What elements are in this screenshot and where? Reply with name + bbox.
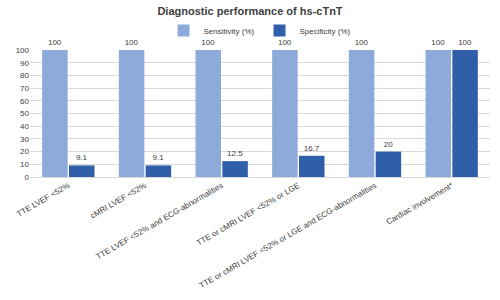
svg-text:100: 100 — [16, 46, 30, 55]
svg-text:20: 20 — [384, 140, 393, 149]
svg-text:100: 100 — [48, 38, 62, 47]
svg-text:50: 50 — [20, 109, 29, 118]
svg-text:16.7: 16.7 — [304, 144, 320, 153]
svg-text:40: 40 — [20, 122, 29, 131]
svg-text:10: 10 — [20, 160, 29, 169]
svg-text:90: 90 — [20, 59, 29, 68]
svg-text:60: 60 — [20, 97, 29, 106]
svg-text:TTE LVEF <52%: TTE LVEF <52% — [15, 181, 71, 219]
svg-text:70: 70 — [20, 84, 29, 93]
svg-text:9.1: 9.1 — [76, 153, 88, 162]
svg-text:Sensitivity (%): Sensitivity (%) — [204, 27, 255, 36]
svg-text:30: 30 — [20, 135, 29, 144]
svg-text:Diagnostic performance of hs-c: Diagnostic performance of hs-cTnT — [157, 5, 342, 17]
svg-text:9.1: 9.1 — [153, 153, 165, 162]
svg-text:20: 20 — [20, 147, 29, 156]
svg-text:Specificity (%): Specificity (%) — [300, 27, 351, 36]
svg-text:TTE or cMRI LVEF <52% or LGE a: TTE or cMRI LVEF <52% or LGE and ECG-abn… — [198, 181, 378, 290]
svg-text:100: 100 — [458, 38, 472, 47]
svg-text:100: 100 — [201, 38, 215, 47]
svg-text:TTE LVEF <52% and ECG-abnormal: TTE LVEF <52% and ECG-abnormalities — [95, 181, 225, 261]
svg-text:Cardiac involvement*: Cardiac involvement* — [385, 181, 455, 227]
svg-text:0: 0 — [25, 173, 30, 182]
svg-text:80: 80 — [20, 71, 29, 80]
svg-text:100: 100 — [355, 38, 369, 47]
svg-text:12.5: 12.5 — [227, 149, 243, 158]
svg-text:100: 100 — [278, 38, 292, 47]
svg-text:100: 100 — [125, 38, 139, 47]
svg-text:100: 100 — [431, 38, 445, 47]
svg-text:TTE or cMRI LVEF <52% or LGE: TTE or cMRI LVEF <52% or LGE — [195, 181, 301, 248]
svg-text:cMRI LVEF <52%: cMRI LVEF <52% — [89, 181, 148, 220]
